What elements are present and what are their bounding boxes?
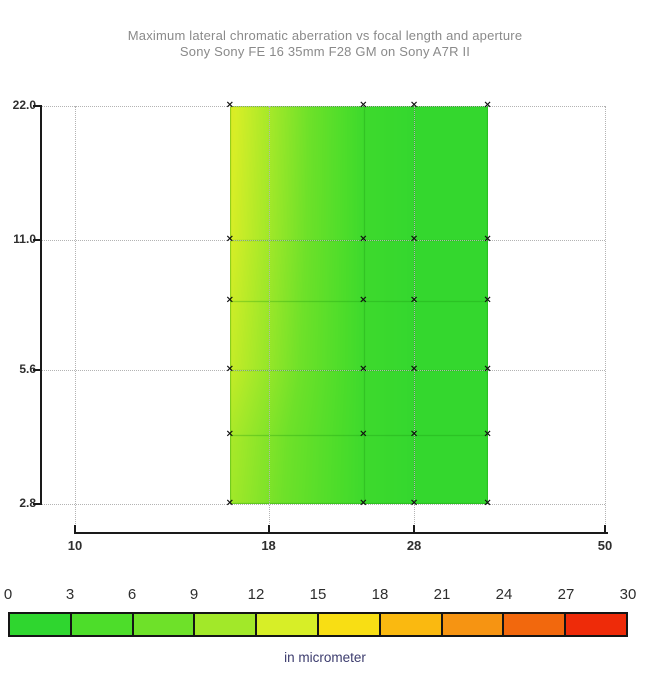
data-point-marker: × — [359, 428, 368, 440]
colorbar-cell — [10, 614, 70, 635]
data-point-marker: × — [409, 363, 419, 375]
colorbar-tick-label: 30 — [619, 586, 637, 603]
colorbar-cell — [69, 614, 132, 635]
data-point-marker: × — [483, 428, 492, 440]
y-tick-label: 22.0 — [12, 97, 36, 112]
colorbar-tick-label: 6 — [127, 586, 137, 603]
x-gridline — [414, 105, 416, 532]
colorbar-tick-label: 21 — [433, 586, 451, 603]
y-tick-label: 5.6 — [19, 362, 36, 377]
data-point-marker: × — [483, 497, 492, 509]
data-point-marker: × — [483, 233, 492, 245]
y-axis-tick — [33, 238, 41, 241]
y-axis-tick — [33, 503, 41, 505]
x-axis-tick — [604, 525, 606, 532]
x-axis-tick — [74, 525, 76, 532]
y-axis-line — [40, 105, 42, 505]
colorbar-cell — [193, 614, 256, 635]
data-point-marker: × — [225, 99, 234, 111]
colorbar-unit-label: in micrometer — [284, 650, 366, 665]
x-axis-tick — [267, 525, 270, 532]
colorbar-cell — [378, 614, 441, 635]
chart-title-line1: Maximum lateral chromatic aberration vs … — [127, 28, 523, 43]
data-point-marker: × — [359, 497, 368, 509]
y-tick-label: 11.0 — [13, 231, 36, 246]
colorbar-tick-label: 9 — [189, 586, 199, 603]
data-point-marker: × — [225, 294, 234, 306]
x-axis-tick — [413, 525, 416, 532]
x-tick-label: 18 — [261, 538, 276, 553]
y-tick-label: 2.8 — [19, 496, 36, 510]
data-point-marker: × — [409, 233, 419, 245]
y-gridline — [41, 370, 605, 372]
x-axis-line — [74, 532, 608, 534]
colorbar-tick-label: 12 — [247, 586, 265, 603]
colorbar-tick-label: 27 — [557, 586, 575, 603]
y-gridline — [41, 504, 605, 505]
colorbar-tick-label: 0 — [3, 586, 13, 603]
data-point-marker: × — [359, 363, 368, 375]
chart-title: Maximum lateral chromatic aberration vs … — [0, 28, 650, 60]
data-point-marker: × — [225, 233, 234, 245]
x-tick-label: 28 — [406, 538, 422, 553]
colorbar-cell — [564, 614, 626, 635]
colorbar-cell — [131, 614, 194, 635]
colorbar-cell — [316, 614, 379, 635]
heatmap-surface — [229, 105, 488, 504]
colorbar-cell — [255, 614, 317, 635]
x-tick-label: 50 — [597, 538, 613, 553]
x-gridline — [75, 105, 76, 532]
data-point-marker: × — [409, 99, 419, 111]
y-gridline — [41, 105, 605, 107]
data-point-marker: × — [483, 363, 492, 375]
x-gridline — [268, 105, 270, 532]
data-point-marker: × — [225, 428, 234, 440]
colorbar-tick-label: 3 — [65, 586, 75, 603]
data-point-marker: × — [225, 497, 234, 509]
data-point-marker: × — [225, 363, 234, 375]
data-point-marker: × — [409, 428, 419, 440]
colorbar — [8, 612, 628, 637]
y-axis-tick — [33, 369, 41, 372]
colorbar-cell — [502, 614, 565, 635]
data-point-marker: × — [409, 497, 419, 509]
data-point-marker: × — [483, 99, 492, 111]
y-gridline — [41, 239, 605, 241]
data-point-marker: × — [359, 294, 368, 306]
data-point-marker: × — [359, 233, 368, 245]
colorbar-cell — [440, 614, 503, 635]
y-axis-tick — [33, 104, 41, 107]
colorbar-tick-labels: 0 3 6 9 12 15 18 21 24 27 30 — [0, 586, 650, 606]
data-point-marker: × — [483, 294, 492, 306]
colorbar-tick-label: 15 — [309, 586, 327, 603]
colorbar-tick-label: 24 — [495, 586, 513, 603]
colorbar-tick-label: 18 — [371, 586, 389, 603]
data-point-marker: × — [359, 99, 368, 111]
data-point-marker: × — [409, 294, 419, 306]
chart-title-line2: Sony Sony FE 16 35mm F28 GM on Sony A7R … — [179, 44, 471, 59]
x-gridline — [605, 105, 606, 532]
x-tick-label: 10 — [67, 538, 83, 553]
